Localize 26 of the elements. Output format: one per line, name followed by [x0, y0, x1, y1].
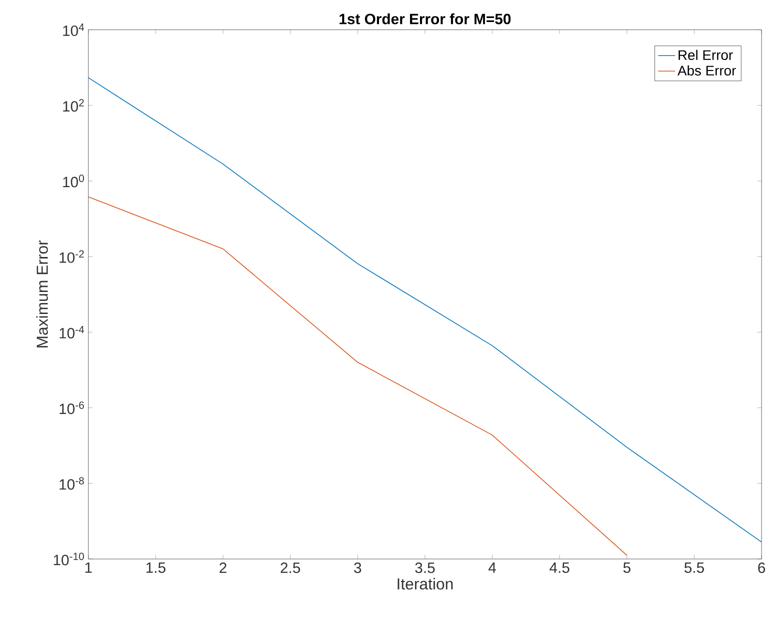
x-tick-label: 4.5	[550, 562, 570, 574]
x-tick-label: 4	[488, 562, 496, 573]
x-tick-label: 1	[85, 562, 92, 573]
line-series	[88, 196, 628, 556]
y-tick-label: 10$^{4}$	[63, 24, 84, 36]
y-tick-label: 10$^{-8}$	[60, 477, 84, 490]
x-axis-title: Iteration	[398, 578, 453, 590]
x-tick-label: 3.5	[415, 562, 435, 574]
y-tick-label: 10$^{-10}$	[54, 552, 84, 566]
y-tick-label: 10$^{-2}$	[60, 250, 84, 264]
x-tick-label: 5	[623, 562, 630, 574]
legend-label: Rel Error	[678, 50, 733, 60]
x-tick-label: 1.5	[146, 562, 166, 574]
legend-label: Abs Error	[678, 66, 736, 76]
chart-title: 1st Order Error for M=50	[340, 14, 511, 25]
line-series	[88, 78, 762, 543]
x-tick-label: 2.5	[280, 562, 300, 574]
x-tick-label: 5.5	[684, 562, 704, 574]
y-tick-label: 10$^{-4}$	[60, 326, 84, 339]
x-tick-label: 6	[758, 562, 766, 574]
y-tick-label: 10$^{2}$	[63, 99, 84, 112]
x-tick-label: 2	[220, 562, 226, 574]
y-tick-label: 10$^{0}$	[63, 174, 84, 188]
y-axis-title: Maximum Error	[36, 240, 48, 348]
y-tick-label: 10$^{-6}$	[60, 402, 84, 414]
x-tick-label: 3	[354, 562, 362, 574]
